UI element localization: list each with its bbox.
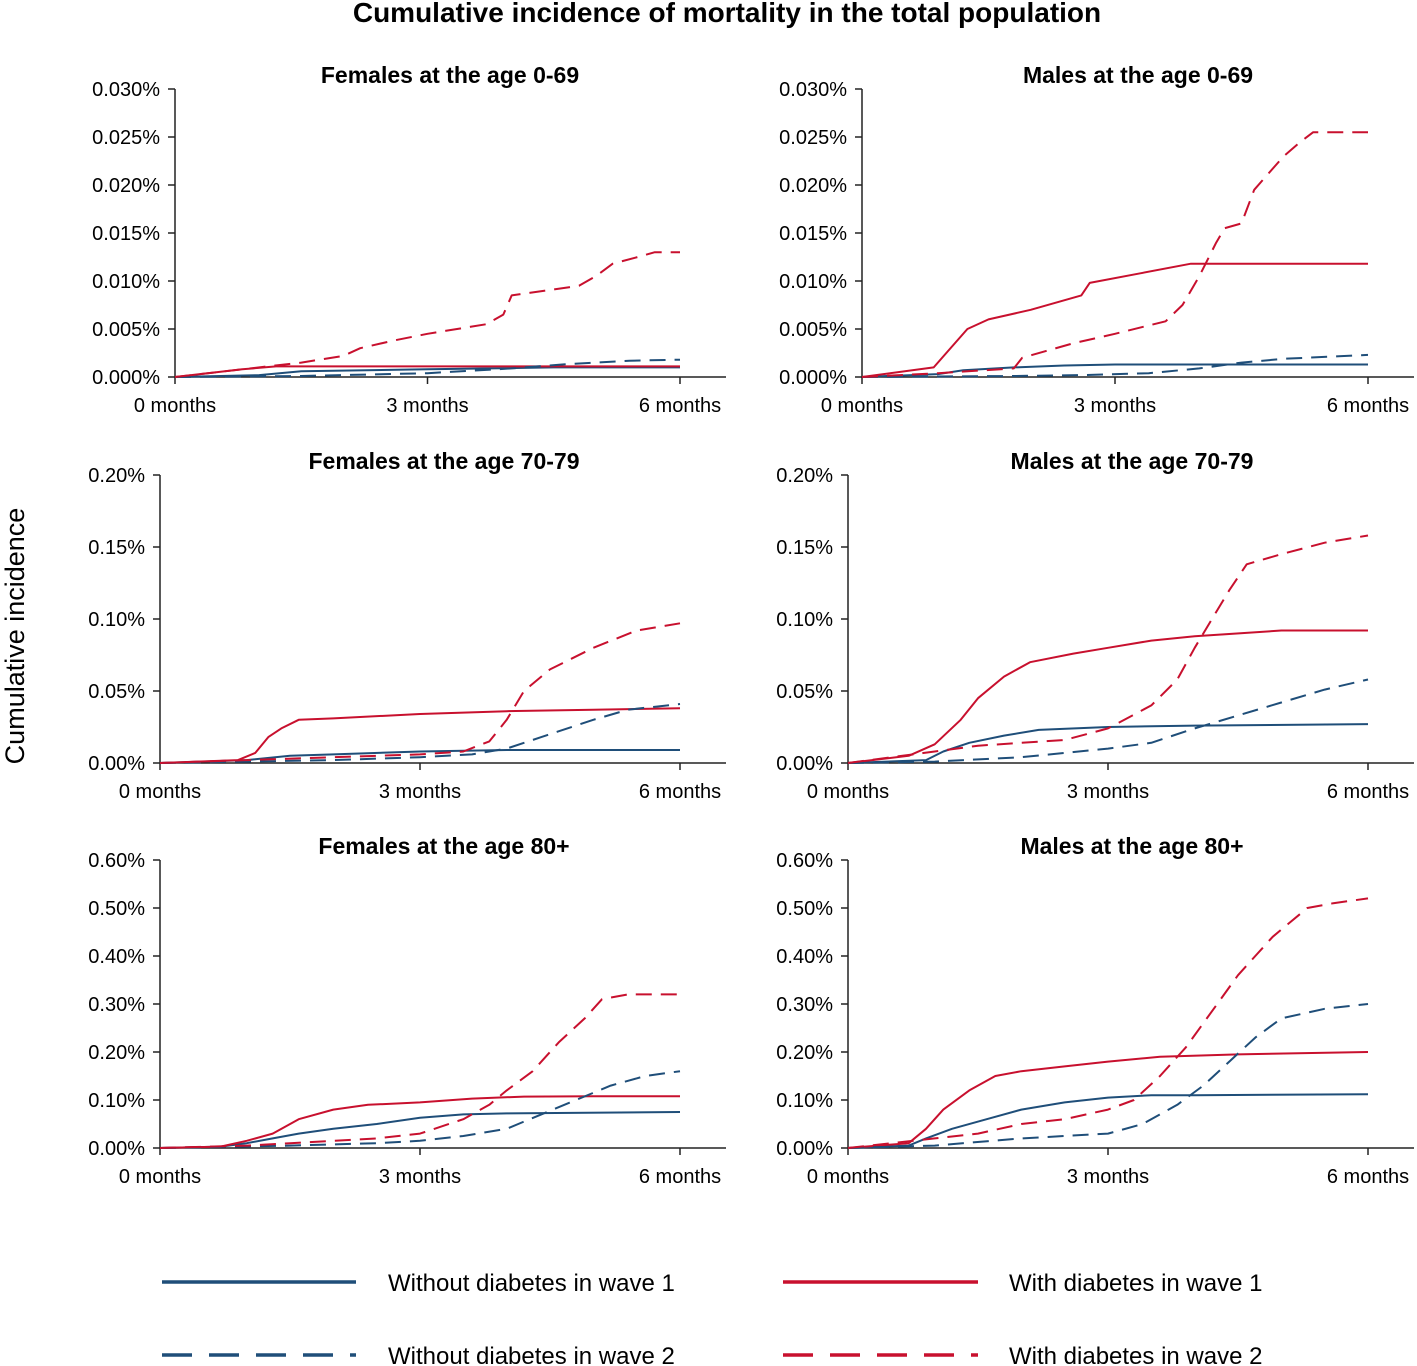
y-tick-label: 0.40% <box>776 946 833 968</box>
x-tick-label: 3 months <box>1067 1166 1149 1188</box>
panel-1: Females at the age 0-69 0.000% 0.005% 0.010… <box>92 62 726 417</box>
series-line-w1_with <box>159 1095 680 1149</box>
series-line-w2_without <box>159 703 681 764</box>
y-tick-label: 0.15% <box>88 537 145 559</box>
series-line-w2_with <box>847 534 1369 764</box>
x-tick-label: 6 months <box>1327 1166 1409 1188</box>
series-line-w2_without <box>847 1003 1369 1149</box>
y-tick-label: 0.00% <box>88 1138 145 1160</box>
x-tick-label: 6 months <box>639 1166 721 1188</box>
panel-title: Males at the age 70-79 <box>1011 448 1254 474</box>
y-tick-label: 0.030% <box>779 79 847 101</box>
x-tick-label: 3 months <box>386 395 468 417</box>
y-tick-label: 0.00% <box>776 753 833 775</box>
x-tick-label: 0 months <box>821 395 903 417</box>
x-tick-label: 3 months <box>1074 395 1156 417</box>
series-line-w1_without <box>159 1111 681 1149</box>
x-tick-label: 0 months <box>807 781 889 803</box>
legend-label-w1_with: With diabetes in wave 1 <box>1009 1270 1262 1297</box>
y-tick-label: 0.20% <box>776 1042 833 1064</box>
y-tick-label: 0.20% <box>776 465 833 487</box>
series-line-w2_with <box>159 993 680 1149</box>
series-line-w2_without <box>847 678 1369 764</box>
panel-4: Males at the age 70-79 0.00% 0.05% 0.10% 0.1… <box>776 448 1414 803</box>
legend-label-w2_without: Without diabetes in wave 2 <box>388 1343 675 1366</box>
y-tick-label: 0.30% <box>776 994 833 1016</box>
y-tick-label: 0.20% <box>88 465 145 487</box>
series-line-w2_with <box>847 897 1369 1149</box>
x-tick-label: 6 months <box>639 781 721 803</box>
panels: Females at the age 0-69 0.000% 0.005% 0.010… <box>88 62 1414 1188</box>
y-tick-label: 0.020% <box>779 175 847 197</box>
legend-label-w2_with: With diabetes in wave 2 <box>1009 1343 1262 1366</box>
y-tick-label: 0.05% <box>776 681 833 703</box>
chart-title: Cumulative incidence of mortality in the… <box>353 0 1101 28</box>
y-tick-label: 0.000% <box>779 367 847 389</box>
panel-title: Females at the age 80+ <box>318 833 569 859</box>
y-tick-label: 0.05% <box>88 681 145 703</box>
panel-title: Males at the age 80+ <box>1020 833 1243 859</box>
panel-title: Females at the age 0-69 <box>321 62 579 88</box>
x-tick-label: 6 months <box>639 395 721 417</box>
series-line-w1_with <box>159 707 681 764</box>
series-line-w2_without <box>159 1070 681 1149</box>
y-tick-label: 0.025% <box>92 127 160 149</box>
y-axis-label: Cumulative incidence <box>0 508 30 765</box>
series-line-w2_with <box>861 131 1368 378</box>
series-line-w2_with <box>159 622 681 764</box>
series-line-w2_without <box>861 353 1369 378</box>
x-tick-label: 3 months <box>379 781 461 803</box>
x-tick-label: 6 months <box>1327 781 1409 803</box>
y-tick-label: 0.10% <box>88 1090 145 1112</box>
y-tick-label: 0.00% <box>776 1138 833 1160</box>
series-line-w1_with <box>847 1051 1369 1149</box>
y-tick-label: 0.30% <box>88 994 145 1016</box>
y-tick-label: 0.010% <box>779 271 847 293</box>
y-tick-label: 0.015% <box>779 223 847 245</box>
series-line-w1_with <box>861 262 1368 378</box>
y-tick-label: 0.10% <box>776 1090 833 1112</box>
y-tick-label: 0.005% <box>92 319 160 341</box>
x-tick-label: 0 months <box>134 395 216 417</box>
y-tick-label: 0.50% <box>88 898 145 920</box>
x-tick-label: 3 months <box>379 1166 461 1188</box>
panel-5: Females at the age 80+ 0.00% 0.10% 0.20% 0.3… <box>88 833 726 1188</box>
legend: Without diabetes in wave 1 With diabetes … <box>162 1270 1262 1366</box>
y-tick-label: 0.20% <box>88 1042 145 1064</box>
series-line-w2_without <box>174 358 681 378</box>
y-tick-label: 0.000% <box>92 367 160 389</box>
series-line-w1_with <box>847 629 1368 764</box>
y-tick-label: 0.60% <box>776 850 833 872</box>
y-tick-label: 0.005% <box>779 319 847 341</box>
x-tick-label: 0 months <box>119 1166 201 1188</box>
y-tick-label: 0.025% <box>779 127 847 149</box>
x-tick-label: 0 months <box>119 781 201 803</box>
x-tick-label: 0 months <box>807 1166 889 1188</box>
y-tick-label: 0.10% <box>88 609 145 631</box>
y-tick-label: 0.015% <box>92 223 160 245</box>
y-tick-label: 0.40% <box>88 946 145 968</box>
panel-title: Females at the age 70-79 <box>308 448 579 474</box>
series-line-w2_with <box>174 251 680 378</box>
panel-2: Males at the age 0-69 0.000% 0.005% 0.010% 0… <box>779 62 1414 417</box>
y-tick-label: 0.50% <box>776 898 833 920</box>
y-tick-label: 0.60% <box>88 850 145 872</box>
y-tick-label: 0.020% <box>92 175 160 197</box>
y-tick-label: 0.010% <box>92 271 160 293</box>
y-tick-label: 0.00% <box>88 753 145 775</box>
y-tick-label: 0.030% <box>92 79 160 101</box>
series-line-w1_without <box>847 1093 1369 1149</box>
y-tick-label: 0.15% <box>776 537 833 559</box>
series-line-w1_without <box>847 723 1369 764</box>
x-tick-label: 6 months <box>1327 395 1409 417</box>
y-tick-label: 0.10% <box>776 609 833 631</box>
legend-label-w1_without: Without diabetes in wave 1 <box>388 1270 675 1297</box>
x-tick-label: 3 months <box>1067 781 1149 803</box>
panel-3: Females at the age 70-79 0.00% 0.05% 0.10% 0… <box>88 448 726 803</box>
panel-6: Males at the age 80+ 0.00% 0.10% 0.20% 0.30%… <box>776 833 1414 1188</box>
panel-title: Males at the age 0-69 <box>1023 62 1253 88</box>
